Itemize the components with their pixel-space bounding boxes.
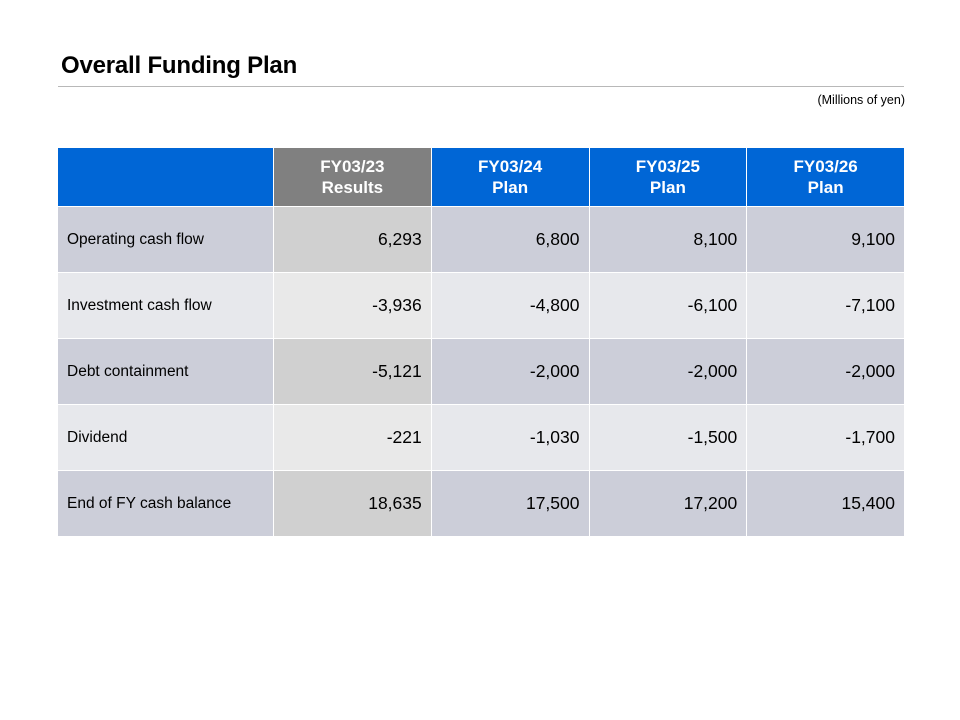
column-header-fy0324: FY03/24 Plan (430, 147, 590, 207)
header-blank-cell (57, 147, 274, 207)
column-header-type: Plan (807, 178, 844, 197)
column-header-type: Plan (492, 178, 529, 197)
column-header-period: FY03/23 (320, 157, 385, 176)
table-row-debt-containment: Debt containment -5,121 -2,000 -2,000 -2… (57, 338, 905, 405)
page-title: Overall Funding Plan (61, 52, 298, 79)
table-cell: 9,100 (746, 206, 905, 273)
table-cell: 15,400 (746, 470, 905, 537)
row-label: End of FY cash balance (57, 470, 274, 537)
column-header-fy0325: FY03/25 Plan (588, 147, 748, 207)
table-cell: -5,121 (273, 338, 432, 405)
table-cell: -7,100 (746, 272, 905, 339)
table-cell: 17,500 (430, 470, 590, 537)
column-header-type: Results (321, 178, 384, 197)
table-row-investment-cash-flow: Investment cash flow -3,936 -4,800 -6,10… (57, 272, 905, 339)
table-cell: -1,030 (430, 404, 590, 471)
row-label: Operating cash flow (57, 206, 274, 273)
column-header-type: Plan (649, 178, 686, 197)
unit-note: (Millions of yen) (817, 93, 905, 107)
column-header-fy0323: FY03/23 Results (273, 147, 432, 207)
table-cell: -4,800 (430, 272, 590, 339)
column-header-fy0326: FY03/26 Plan (746, 147, 905, 207)
table-cell: 18,635 (273, 470, 432, 537)
table-row-operating-cash-flow: Operating cash flow 6,293 6,800 8,100 9,… (57, 206, 905, 273)
table-header-row: FY03/23 Results FY03/24 Plan FY03/25 Pla… (57, 147, 905, 207)
row-label: Dividend (57, 404, 274, 471)
table-row-dividend: Dividend -221 -1,030 -1,500 -1,700 (57, 404, 905, 471)
table-cell: 8,100 (588, 206, 748, 273)
row-label: Debt containment (57, 338, 274, 405)
table-cell: 6,293 (273, 206, 432, 273)
row-label: Investment cash flow (57, 272, 274, 339)
table-cell: -3,936 (273, 272, 432, 339)
table-cell: -2,000 (588, 338, 748, 405)
table-cell: -2,000 (430, 338, 590, 405)
table-cell: -2,000 (746, 338, 905, 405)
table-cell: 6,800 (430, 206, 590, 273)
table-cell: -6,100 (588, 272, 748, 339)
column-header-period: FY03/26 (793, 157, 858, 176)
table-row-cash-balance: End of FY cash balance 18,635 17,500 17,… (57, 470, 905, 537)
column-header-period: FY03/25 (635, 157, 700, 176)
column-header-period: FY03/24 (477, 157, 543, 176)
table-cell: -1,700 (746, 404, 905, 471)
table-cell: -1,500 (588, 404, 748, 471)
title-divider (58, 86, 904, 87)
table-cell: -221 (273, 404, 432, 471)
table-cell: 17,200 (588, 470, 748, 537)
funding-plan-table: FY03/23 Results FY03/24 Plan FY03/25 Pla… (57, 147, 905, 537)
